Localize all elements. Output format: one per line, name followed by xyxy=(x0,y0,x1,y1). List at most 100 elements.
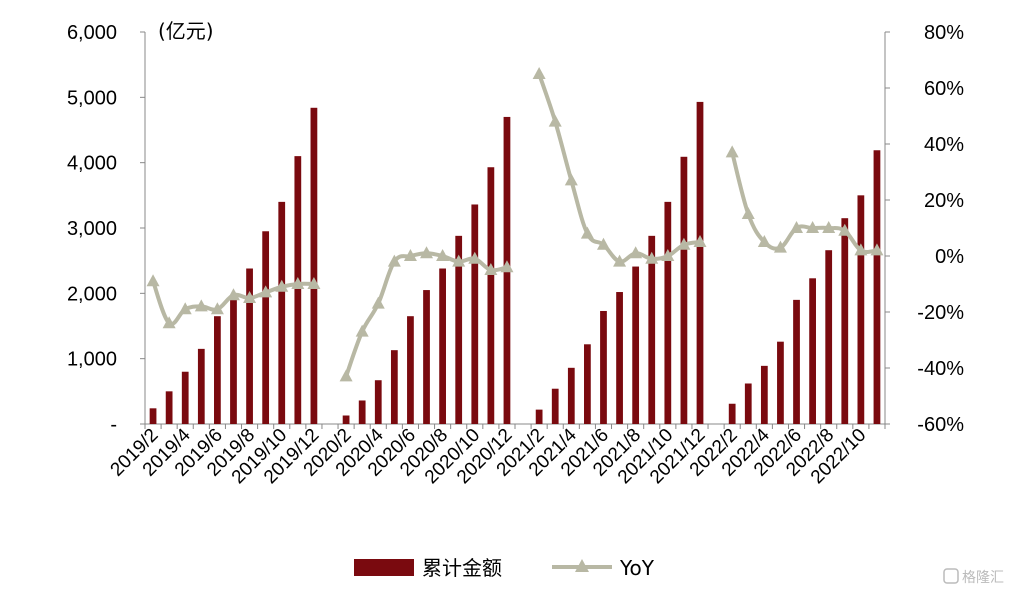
bar xyxy=(680,156,688,424)
yoy-point xyxy=(339,369,353,382)
y-right-tick-label: 80% xyxy=(924,22,964,44)
bar xyxy=(535,409,543,424)
bar xyxy=(149,408,157,424)
yoy-point xyxy=(596,237,610,250)
yoy-point xyxy=(677,237,691,250)
y-right-tick-label: -20% xyxy=(917,302,964,324)
bar xyxy=(390,350,398,424)
bar xyxy=(793,299,800,424)
bar xyxy=(407,316,414,424)
yoy-point xyxy=(725,145,739,158)
bar-series xyxy=(149,101,881,425)
y-right-tick-label: -40% xyxy=(917,358,964,380)
yoy-point xyxy=(291,277,305,289)
yoy-point xyxy=(484,263,498,275)
unit-label: (亿元) xyxy=(158,19,214,43)
bar xyxy=(471,204,479,424)
yoy-point xyxy=(275,279,289,292)
bar xyxy=(342,415,350,424)
yoy-point xyxy=(162,316,176,329)
y-axis-left: - 1,000 2,000 3,000 4,000 5,000 6,000 xyxy=(67,22,117,436)
yoy-point xyxy=(870,243,884,256)
g-logo-icon xyxy=(943,568,959,584)
yoy-point xyxy=(355,324,369,337)
yoy-point xyxy=(854,243,868,256)
y-left-tick-label: 2,000 xyxy=(67,283,117,305)
yoy-point xyxy=(629,246,643,259)
yoy-point xyxy=(178,302,192,315)
yoy-point xyxy=(661,249,675,261)
bar xyxy=(262,231,270,424)
x-axis: 2019/22019/42019/62019/82019/102019/1220… xyxy=(107,424,871,488)
yoy-point xyxy=(259,285,273,298)
bar xyxy=(181,371,189,424)
yoy-line xyxy=(537,73,701,264)
yoy-point xyxy=(307,277,321,289)
bar xyxy=(423,290,430,424)
yoy-point xyxy=(500,260,514,273)
y-left-tick-label: 5,000 xyxy=(67,87,117,109)
bar xyxy=(165,391,173,424)
bar xyxy=(744,383,752,424)
yoy-point xyxy=(790,221,804,233)
yoy-point xyxy=(243,291,257,303)
bar xyxy=(439,268,446,424)
bar xyxy=(197,348,205,424)
bar xyxy=(760,365,768,424)
bar xyxy=(616,292,623,424)
yoy-point xyxy=(773,240,787,253)
yoy-point xyxy=(532,67,546,79)
yoy-point xyxy=(146,274,160,287)
yoy-point xyxy=(693,235,707,247)
y-left-tick-label: - xyxy=(110,414,117,436)
yoy-point xyxy=(420,246,434,259)
bar xyxy=(777,341,784,424)
yoy-point xyxy=(580,226,594,239)
y-left-tick-label: 4,000 xyxy=(67,153,117,175)
y-axis-right: -60% -40% -20% 0% 20% 40% 60% 80% xyxy=(917,22,964,436)
yoy-point xyxy=(757,235,771,247)
bar xyxy=(551,388,559,424)
bar xyxy=(841,218,849,424)
line-series xyxy=(146,67,884,382)
bar xyxy=(230,298,237,424)
yoy-point xyxy=(371,296,385,309)
yoy-point xyxy=(210,302,224,315)
yoy-point xyxy=(452,254,466,267)
bar xyxy=(857,195,865,424)
watermark-text: 格隆汇 xyxy=(962,570,1004,586)
bar xyxy=(825,250,833,424)
y-left-tick-label: 6,000 xyxy=(67,22,117,44)
legend-label-bar: 累计金额 xyxy=(422,556,502,580)
watermark: 格隆汇 xyxy=(943,568,1004,586)
yoy-point xyxy=(806,221,820,233)
yoy-point xyxy=(822,221,836,233)
bar xyxy=(584,344,591,424)
bar xyxy=(246,268,253,424)
bar xyxy=(278,201,286,424)
bar xyxy=(294,156,302,424)
bar xyxy=(664,201,672,424)
bar xyxy=(358,400,366,424)
bar xyxy=(632,266,640,424)
y-right-tick-label: 20% xyxy=(924,190,964,212)
yoy-point xyxy=(468,251,482,264)
y-left-tick-label: 1,000 xyxy=(67,349,117,371)
yoy-point xyxy=(403,249,417,261)
legend-marker-triangle xyxy=(575,559,589,572)
yoy-point xyxy=(564,173,578,186)
bar xyxy=(728,403,736,424)
legend: 累计金额 YoY xyxy=(354,556,655,580)
legend-label-line: YoY xyxy=(619,556,655,580)
bar xyxy=(374,380,382,424)
bar xyxy=(310,107,318,424)
bar xyxy=(600,310,607,424)
yoy-point xyxy=(838,223,852,236)
bar xyxy=(648,235,656,424)
bar xyxy=(455,235,463,424)
y-right-tick-label: 60% xyxy=(924,78,964,100)
bar xyxy=(696,101,704,424)
yoy-point xyxy=(387,254,401,267)
bar xyxy=(487,167,495,425)
yoy-line xyxy=(730,151,878,254)
